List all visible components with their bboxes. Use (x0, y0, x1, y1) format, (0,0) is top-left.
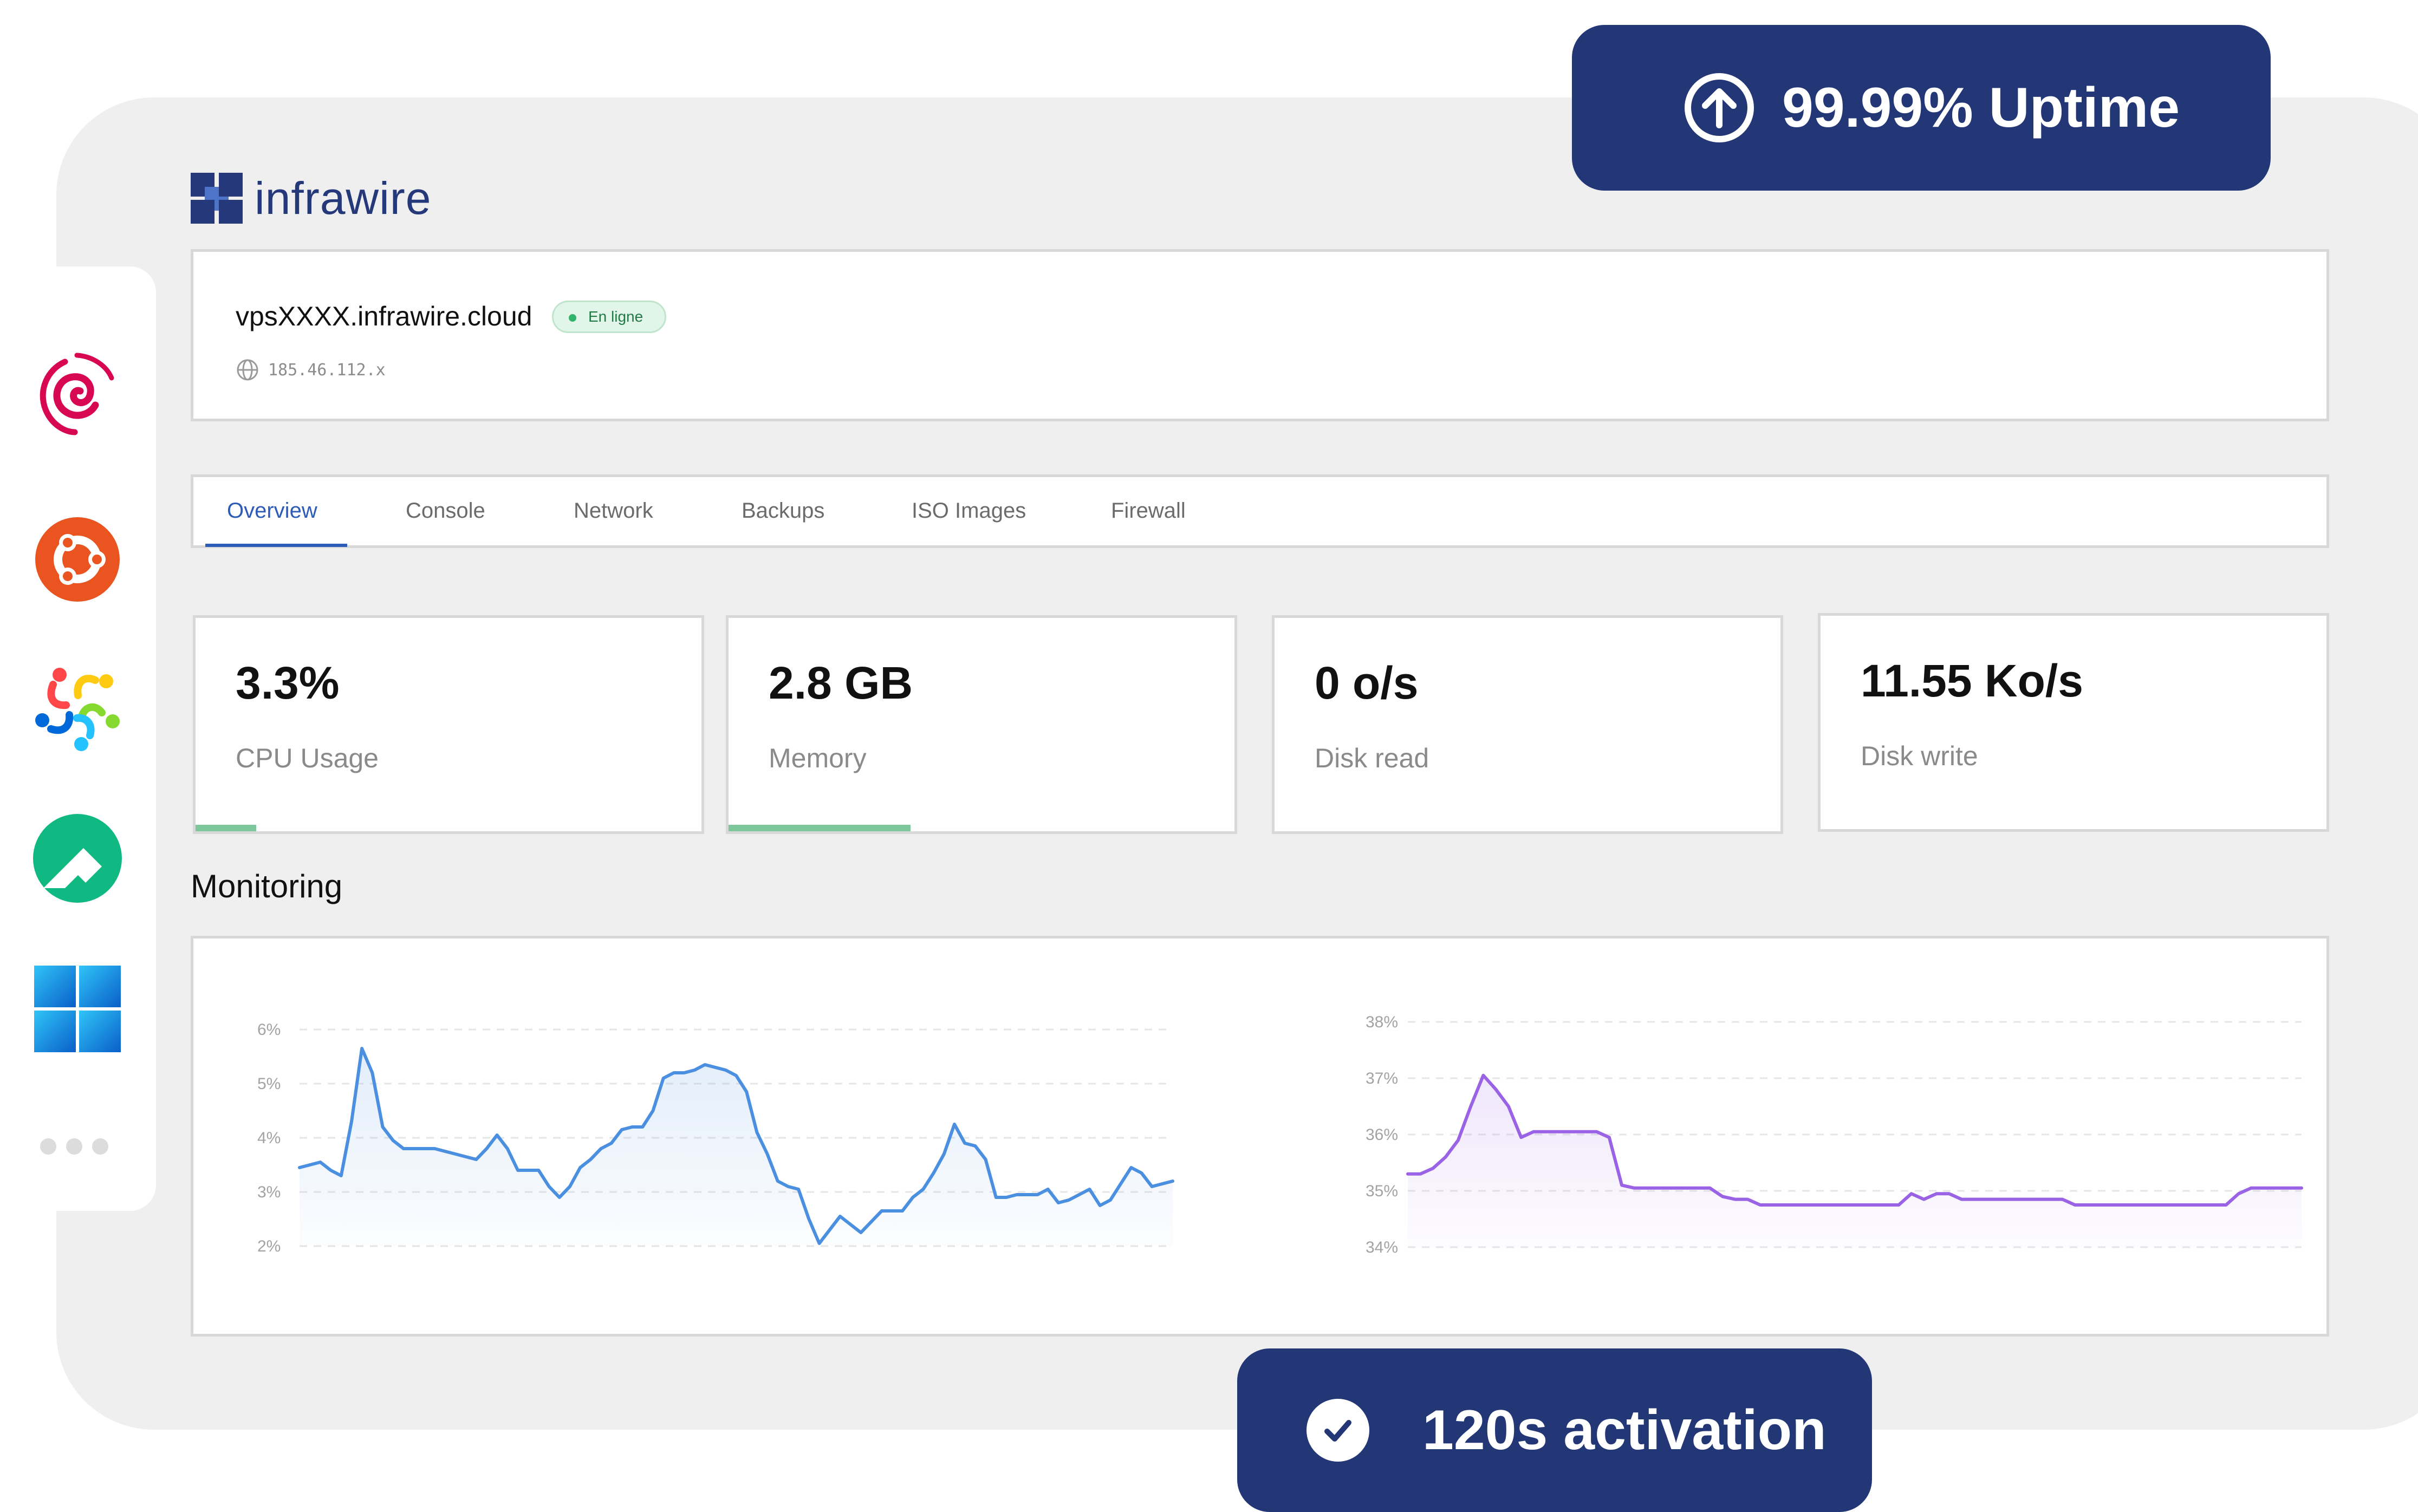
y-tick-label: 36% (1366, 1126, 1398, 1144)
y-tick-label: 35% (1366, 1182, 1398, 1200)
more-dots-icon[interactable] (40, 1138, 118, 1157)
memory-usage-bar-fill (729, 825, 911, 831)
brand-name: infrawire (255, 172, 432, 224)
series-area (1408, 1075, 2302, 1247)
y-tick-label: 4% (257, 1129, 281, 1147)
server-ip: 185.46.112.x (268, 360, 386, 380)
cpu-chart: 6% 5% 4% 3% 2% (257, 1021, 1174, 1255)
windows-icon[interactable] (31, 963, 123, 1055)
stat-card-cpu: 3.3% CPU Usage (193, 615, 704, 834)
tab-backups[interactable]: Backups (742, 499, 825, 523)
arrow-up-circle-icon (1685, 73, 1754, 142)
stat-label: CPU Usage (236, 743, 379, 773)
tab-network[interactable]: Network (574, 499, 653, 523)
stat-value: 3.3% (236, 657, 340, 708)
uptime-label: 99.99% Uptime (1782, 76, 2180, 139)
memory-chart: 38% 37% 36% 35% 34% (1366, 1013, 2303, 1256)
stat-card-memory: 2.8 GB Memory (726, 615, 1237, 834)
almalinux-icon[interactable] (31, 661, 123, 753)
stat-value: 0 o/s (1315, 657, 1419, 708)
y-tick-label: 37% (1366, 1070, 1398, 1087)
brand-logo: infrawire (191, 171, 431, 225)
activation-badge: 120s activation (1237, 1348, 1872, 1512)
y-tick-label: 38% (1366, 1013, 1398, 1031)
stat-card-disk-read: 0 o/s Disk read (1272, 615, 1783, 834)
y-tick-label: 3% (257, 1183, 281, 1201)
monitoring-title: Monitoring (191, 868, 343, 904)
ip-row: 185.46.112.x (236, 358, 386, 382)
y-tick-label: 5% (257, 1075, 281, 1093)
y-tick-label: 2% (257, 1237, 281, 1255)
active-tab-indicator (205, 544, 347, 547)
cpu-usage-bar-fill (196, 825, 257, 831)
debian-icon[interactable] (31, 346, 123, 438)
status-label: En ligne (588, 308, 644, 325)
tab-firewall[interactable]: Firewall (1111, 499, 1186, 523)
stat-label: Disk read (1315, 743, 1429, 773)
globe-icon (237, 359, 258, 381)
tab-iso-images[interactable]: ISO Images (912, 499, 1026, 523)
server-hostname: vpsXXXX.infrawire.cloud (236, 301, 532, 331)
series-line[interactable] (298, 1047, 1174, 1245)
status-dot-icon (569, 314, 576, 322)
series-line[interactable] (1406, 1073, 2303, 1207)
y-tick-label: 6% (257, 1021, 281, 1039)
series-area (300, 1048, 1173, 1246)
cpu-usage-bar (196, 825, 701, 831)
stat-label: Disk write (1861, 741, 1978, 771)
stat-value: 11.55 Ko/s (1861, 655, 2083, 706)
memory-usage-bar (729, 825, 1234, 831)
y-tick-label: 34% (1366, 1239, 1398, 1256)
tab-overview[interactable]: Overview (227, 499, 317, 523)
server-info-card: vpsXXXX.infrawire.cloud En ligne 185.46.… (191, 249, 2329, 421)
ubuntu-icon[interactable] (31, 513, 123, 605)
activation-label: 120s activation (1422, 1398, 1826, 1462)
check-circle-icon (1306, 1399, 1369, 1462)
rocky-linux-icon[interactable] (31, 812, 123, 904)
status-badge: En ligne (552, 301, 667, 333)
stat-card-disk-write: 11.55 Ko/s Disk write (1818, 613, 2329, 832)
tab-console[interactable]: Console (406, 499, 485, 523)
tab-bar: Overview Console Network Backups ISO Ima… (191, 474, 2329, 548)
uptime-badge: 99.99% Uptime (1572, 25, 2271, 191)
infrawire-logo-icon (191, 173, 243, 224)
stat-label: Memory (769, 743, 867, 773)
monitoring-card: 6% 5% 4% 3% 2% 38% 37% 36% 35% 34% (191, 936, 2329, 1337)
stat-value: 2.8 GB (769, 657, 913, 708)
os-sidebar (0, 266, 156, 1211)
